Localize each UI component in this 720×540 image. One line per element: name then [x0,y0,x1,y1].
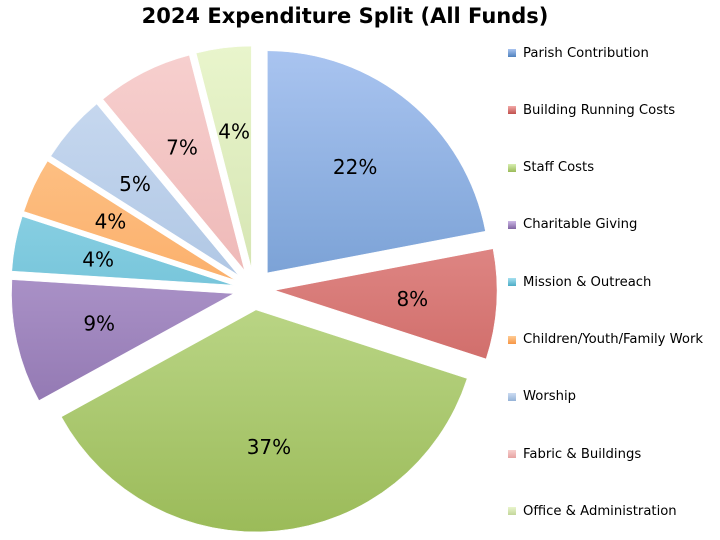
legend-item-office-and-administration: Office & Administration [508,501,677,521]
legend-item-staff-costs: Staff Costs [508,158,594,178]
legend-label: Parish Contribution [523,45,649,61]
legend-label: Office & Administration [523,503,677,519]
pie-slice-building-running-costs [274,248,498,360]
pie-slice-staff-costs [61,309,468,533]
legend-label: Staff Costs [523,160,595,176]
legend-label: Fabric & Buildings [523,446,642,462]
legend-swatch [508,392,516,401]
legend-label: Children/Youth/Family Work [523,332,704,347]
legend-item-mission-and-outreach: Mission & Outreach [508,272,651,292]
pie-slice-children-youth-family-work [23,160,236,281]
slice-label-worship: 5% [119,172,151,196]
pie-slice-worship [50,103,239,276]
legend-item-building-running-costs: Building Running Costs [508,100,675,120]
legend-label: Charitable Giving [523,217,638,233]
legend-swatch [508,278,516,287]
pie-slice-office-and-administration [195,45,252,269]
legend-item-parish-contribution: Parish Contribution [508,43,649,63]
pie-slice-fabric-and-buildings [102,54,245,271]
legend-swatch [508,450,516,459]
chart-title: 2024 Expenditure Split (All Funds) [141,4,549,28]
slice-label-fabric-and-buildings: 7% [166,136,198,160]
legend-swatch [508,220,516,229]
slice-label-charitable-giving: 9% [83,312,115,336]
pie-slice-charitable-giving [11,279,235,401]
legend-swatch [508,106,516,115]
pie-slice-mission-and-outreach [11,216,234,286]
legend-label: Building Running Costs [523,102,676,118]
pie-slice-labels: 22% 8% 37% 9% 4% 4% 5% 7% 4% [82,120,428,459]
slice-label-staff-costs: 37% [247,435,291,459]
legend-item-worship: Worship [508,387,576,407]
slice-label-mission-and-outreach: 4% [82,247,114,271]
slice-label-children-youth-family-work: 4% [95,209,127,233]
legend-label: Worship [523,389,577,405]
slice-label-office-and-administration: 4% [218,120,250,144]
legend-swatch [508,335,516,344]
pie-slices [11,45,498,533]
legend-label: Mission & Outreach [523,274,652,290]
legend-item-fabric-and-buildings: Fabric & Buildings [508,444,641,464]
legend-swatch [508,507,516,516]
legend-item-children-youth-family-work: Children/Youth/Family Work [508,330,703,350]
legend-swatch [508,49,516,57]
slice-label-building-running-costs: 8% [396,287,428,311]
legend-swatch [508,163,516,172]
slice-label-parish-contribution: 22% [333,155,377,179]
legend-item-charitable-giving: Charitable Giving [508,215,637,235]
pie-slice-parish-contribution [267,50,486,274]
